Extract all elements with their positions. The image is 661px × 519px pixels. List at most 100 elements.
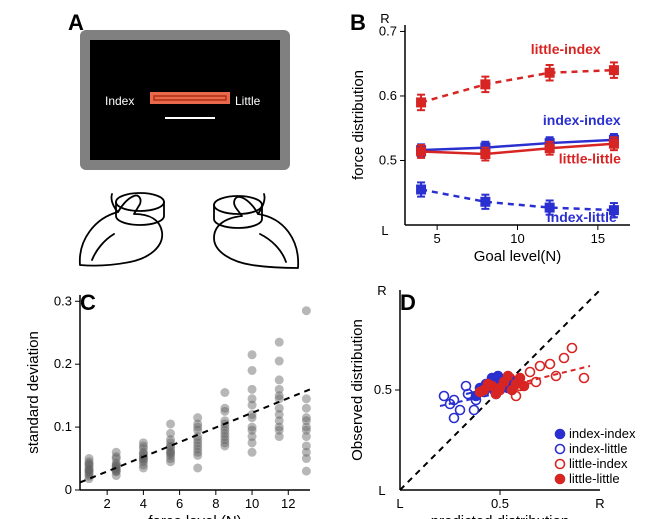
panel-d-point — [484, 380, 493, 389]
svg-text:0.5: 0.5 — [374, 382, 392, 397]
figure-svg: AIndexLittleB510150.50.60.7RLGoal level(… — [0, 0, 661, 519]
panel-a-letter: A — [68, 10, 84, 35]
panel-c-point — [275, 357, 284, 366]
panel-d-point — [492, 390, 501, 399]
svg-text:0: 0 — [65, 482, 72, 497]
force-bar — [150, 92, 230, 104]
svg-text:index-little: index-little — [547, 209, 617, 225]
panel-c-point — [166, 438, 175, 447]
panel-d-point — [450, 414, 459, 423]
panel-b-ylabel: force distribution — [350, 70, 367, 180]
svg-text:L: L — [378, 483, 385, 498]
legend-marker — [556, 475, 565, 484]
panel-c-point — [275, 375, 284, 384]
panel-c-point — [85, 459, 94, 468]
panel-d-point — [526, 368, 535, 377]
monitor-right-text: Little — [235, 94, 261, 108]
svg-text:6: 6 — [176, 496, 183, 511]
svg-text:5: 5 — [434, 231, 441, 246]
svg-text:15: 15 — [591, 231, 605, 246]
panel-d-point — [456, 406, 465, 415]
panel-c-point — [166, 419, 175, 428]
svg-text:8: 8 — [212, 496, 219, 511]
panel-c-point — [275, 410, 284, 419]
panel-c-point — [275, 432, 284, 441]
panel-c-point — [302, 416, 311, 425]
panel-c-point — [248, 426, 257, 435]
panel-d-point — [520, 382, 529, 391]
panel-d-letter: D — [400, 290, 416, 315]
panel-c-point — [248, 350, 257, 359]
svg-text:little-index: little-index — [531, 41, 601, 57]
svg-text:2: 2 — [104, 496, 111, 511]
panel-c-point — [248, 394, 257, 403]
svg-text:10: 10 — [510, 231, 524, 246]
legend-label: index-little — [569, 441, 628, 456]
svg-text:L: L — [381, 223, 388, 238]
panel-d-point — [470, 406, 479, 415]
panel-c-point — [112, 454, 121, 463]
panel-c-point — [220, 435, 229, 444]
panel-d-point — [568, 344, 577, 353]
panel-c-point — [166, 449, 175, 458]
panel-c-point — [193, 441, 202, 450]
panel-d-point — [536, 362, 545, 371]
panel-d-point — [546, 360, 555, 369]
panel-c-point — [302, 454, 311, 463]
svg-text:0.3: 0.3 — [54, 293, 72, 308]
svg-text:0.5: 0.5 — [491, 496, 509, 511]
panel-c-point — [302, 441, 311, 450]
panel-d-point — [476, 388, 485, 397]
svg-text:0.5: 0.5 — [379, 152, 397, 167]
panel-c-point — [85, 474, 94, 483]
legend-marker — [556, 445, 565, 454]
monitor-left-text: Index — [105, 94, 134, 108]
panel-d-point — [580, 374, 589, 383]
svg-text:4: 4 — [140, 496, 147, 511]
panel-c-point — [275, 338, 284, 347]
svg-text:0.6: 0.6 — [379, 88, 397, 103]
panel-d-point — [504, 372, 513, 381]
panel-c-ylabel: standard deviation — [25, 331, 42, 454]
panel-c-point — [302, 394, 311, 403]
svg-text:0.2: 0.2 — [54, 356, 72, 371]
svg-text:L: L — [396, 496, 403, 511]
panel-c-point — [302, 404, 311, 413]
legend-marker — [556, 430, 565, 439]
panel-c-point — [248, 448, 257, 457]
panel-c-point — [193, 463, 202, 472]
panel-c-point — [302, 467, 311, 476]
panel-c-point — [166, 429, 175, 438]
svg-text:R: R — [595, 496, 604, 511]
hands-drawing — [80, 193, 298, 268]
panel-d-point — [552, 372, 561, 381]
legend-label: little-index — [569, 456, 628, 471]
panel-b-xlabel: Goal level(N) — [474, 248, 562, 265]
legend-label: index-index — [569, 426, 636, 441]
legend-marker — [556, 460, 565, 469]
panel-c-point — [302, 426, 311, 435]
svg-text:R: R — [380, 11, 389, 26]
svg-text:R: R — [377, 283, 386, 298]
panel-b-line — [421, 190, 614, 211]
svg-text:little-little: little-little — [559, 151, 621, 167]
panel-c-point — [220, 388, 229, 397]
panel-c-xlabel: force level (N) — [148, 513, 241, 519]
panel-b-line — [421, 70, 614, 102]
panel-c-point — [248, 366, 257, 375]
panel-c-point — [193, 423, 202, 432]
panel-c-point — [248, 385, 257, 394]
panel-d-point — [440, 392, 449, 401]
panel-d-xlabel: predicted distribution — [431, 513, 569, 519]
panel-c-point — [193, 413, 202, 422]
panel-d-point — [560, 354, 569, 363]
panel-c-point — [220, 404, 229, 413]
panel-c-point — [275, 423, 284, 432]
panel-c-point — [139, 441, 148, 450]
legend-label: little-little — [569, 471, 620, 486]
panel-c-point — [275, 385, 284, 394]
panel-c-letter: C — [80, 290, 96, 315]
panel-c-point — [302, 306, 311, 315]
panel-b-letter: B — [350, 10, 366, 35]
svg-text:12: 12 — [281, 496, 295, 511]
